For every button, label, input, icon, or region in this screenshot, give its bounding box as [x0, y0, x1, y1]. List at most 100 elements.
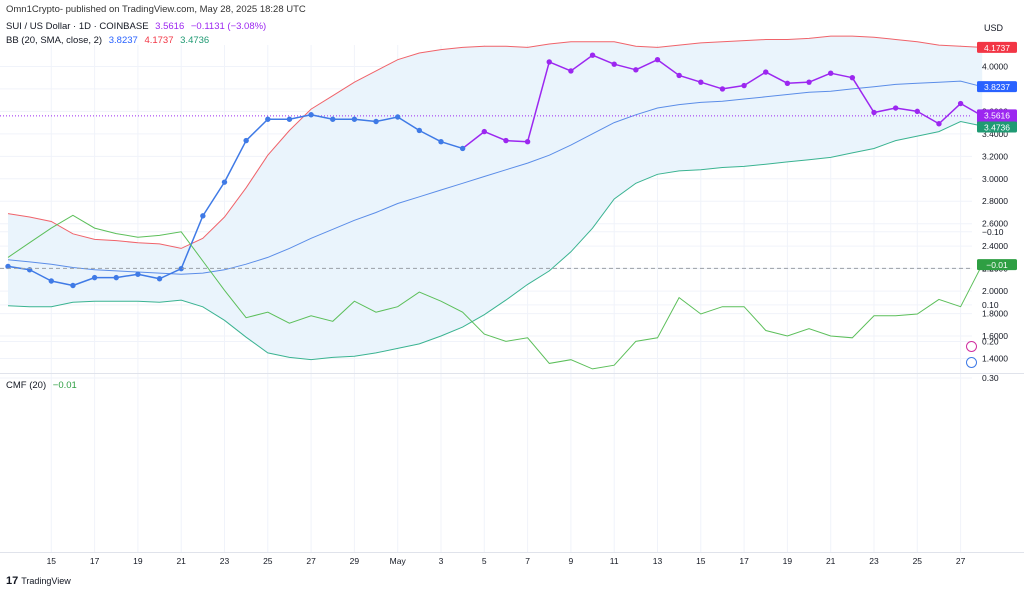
time-tick-label: 15 — [696, 556, 706, 566]
price-point — [546, 59, 552, 65]
attribution-text: Omn1Crypto- published on TradingView.com… — [6, 4, 306, 15]
price-tick-label: 3.2000 — [982, 151, 1008, 161]
price-point — [113, 274, 119, 281]
price-point — [849, 74, 856, 81]
price-series — [5, 52, 983, 289]
price-point — [459, 145, 466, 152]
price-tick-label: 1.4000 — [982, 354, 1008, 364]
price-point — [135, 271, 141, 277]
price-point — [178, 265, 184, 272]
dividend-marker-icon[interactable] — [966, 357, 977, 368]
price-point — [330, 116, 336, 122]
price-point — [156, 276, 163, 282]
time-tick-label: 5 — [482, 556, 487, 566]
bb-indicator-name: BB (20, SMA, close, 2) — [6, 35, 103, 46]
time-tick-label: 21 — [826, 556, 836, 566]
price-segment — [223, 140, 247, 183]
cmf-tick-label: 0.30 — [982, 373, 999, 383]
price-point — [763, 69, 769, 75]
price-point — [503, 137, 509, 144]
event-marker-icon[interactable] — [966, 341, 977, 352]
price-point — [351, 116, 358, 122]
price-segment — [505, 139, 528, 143]
price-segment — [462, 131, 485, 150]
time-tick-label: May — [390, 556, 407, 566]
price-segment — [289, 114, 312, 120]
time-tick-label: 13 — [653, 556, 663, 566]
currency-label[interactable]: USD — [984, 23, 1004, 33]
bb-legend[interactable]: BB (20, SMA, close, 2) 3.8237 4.1737 3.4… — [6, 35, 209, 46]
price-segment — [765, 71, 788, 84]
time-tick-label: 17 — [90, 556, 100, 566]
price-point — [373, 118, 379, 125]
cmf-tick-label: 0.10 — [982, 300, 999, 310]
time-tick-label: 17 — [739, 556, 749, 566]
price-point — [828, 70, 834, 76]
bb-lower-tag-bg — [977, 121, 1017, 133]
bollinger-band-fill — [8, 36, 983, 360]
price-tick-label: 2.6000 — [982, 219, 1008, 229]
price-point — [416, 127, 423, 134]
price-point — [741, 82, 747, 89]
bb-upper-tag: 4.1737 — [977, 41, 1017, 53]
price-segment — [916, 110, 940, 125]
symbol-legend[interactable]: SUI / US Dollar · 1D · COINBASE 3.5616 −… — [6, 21, 266, 32]
time-tick-label: 11 — [610, 556, 619, 566]
cmf-legend[interactable]: CMF (20) −0.01 — [6, 380, 77, 391]
price-tick-label: 1.8000 — [982, 309, 1008, 319]
price-tick-label: 2.8000 — [982, 196, 1008, 206]
price-segment — [657, 59, 680, 77]
price-segment — [310, 114, 333, 120]
tradingview-logo-text: TradingView — [21, 576, 71, 586]
price-point — [395, 114, 401, 120]
price-point — [200, 213, 206, 219]
price-segment — [787, 81, 810, 85]
time-tick-label: 7 — [525, 556, 530, 566]
price-point — [589, 52, 596, 58]
price-point — [308, 112, 314, 118]
last-price-tag-text: 3.5616 — [984, 110, 1010, 120]
price-tick-label: 3.4000 — [982, 129, 1008, 139]
price-segment — [354, 118, 377, 123]
bb-upper-value: 4.1737 — [144, 35, 174, 46]
price-segment — [722, 84, 745, 90]
price-point — [70, 282, 76, 289]
price-point — [654, 57, 661, 63]
price-segment — [526, 61, 550, 142]
price-point — [221, 179, 228, 185]
price-segment — [938, 102, 962, 125]
price-segment — [851, 77, 875, 113]
time-tick-label: 19 — [133, 556, 143, 566]
price-segment — [180, 215, 204, 269]
bb-basis-tag-text: 3.8237 — [984, 82, 1010, 92]
time-axis[interactable]: 15 17 19 21 23 25 27 29 May 3 5 7 9 11 13 15 17 19 21 23 25 2… — [47, 556, 966, 566]
price-point — [633, 67, 639, 73]
time-tick-label: 29 — [350, 556, 360, 566]
time-tick-label: 9 — [569, 556, 574, 566]
symbol-name: SUI / US Dollar · 1D · COINBASE — [6, 21, 149, 32]
price-point — [871, 109, 877, 116]
tradingview-logo[interactable]: 17 TradingView — [6, 575, 71, 587]
bb-lower-value: 3.4736 — [180, 35, 210, 46]
price-segment — [116, 273, 139, 279]
price-segment — [397, 116, 420, 132]
price-point — [957, 100, 964, 107]
bollinger-lower-line — [7, 120, 983, 361]
price-point — [524, 139, 531, 145]
time-tick-label: 15 — [47, 556, 57, 566]
cmf-panel — [0, 214, 983, 370]
bb-lower-tag-text: 3.4736 — [984, 122, 1010, 132]
price-segment — [440, 140, 463, 150]
price-segment — [830, 72, 853, 79]
price-point — [243, 137, 249, 144]
price-point — [784, 80, 791, 87]
price-segment — [72, 276, 95, 287]
price-tick-label: 1.6000 — [982, 331, 1008, 341]
bb-basis-tag: 3.8237 — [977, 81, 1017, 93]
time-tick-label: 3 — [439, 556, 444, 566]
price-point — [5, 263, 11, 270]
cmf-tick-label: 0.20 — [982, 336, 999, 346]
time-tick-label: 25 — [263, 556, 273, 566]
